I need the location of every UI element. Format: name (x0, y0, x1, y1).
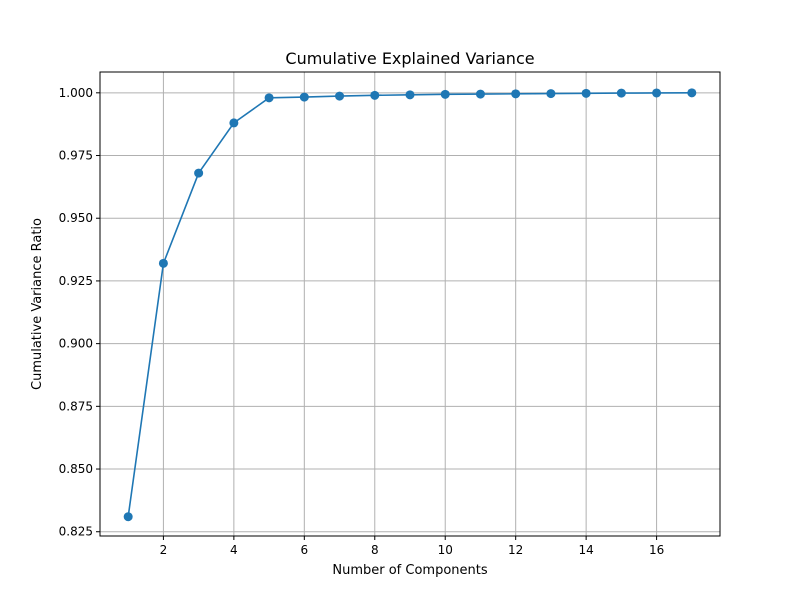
chart-title: Cumulative Explained Variance (285, 49, 534, 68)
data-point (546, 89, 556, 99)
data-point (581, 88, 591, 98)
y-tick-label: 0.875 (59, 399, 93, 413)
data-point (687, 88, 697, 98)
y-tick-label: 0.925 (59, 274, 93, 288)
x-tick-label: 8 (371, 543, 379, 557)
data-point (440, 89, 450, 99)
x-tick-label: 2 (160, 543, 168, 557)
series-layer (123, 88, 697, 522)
x-axis-ticks: 2 4 6 8 10 12 14 16 (160, 536, 664, 557)
data-point (652, 88, 662, 98)
x-tick-label: 4 (230, 543, 238, 557)
series-line (127, 92, 692, 517)
y-tick-label: 0.900 (59, 337, 93, 351)
y-tick-label: 1.000 (59, 86, 93, 100)
data-point (158, 258, 168, 268)
y-axis-label: Cumulative Variance Ratio (30, 218, 45, 390)
y-tick-label: 0.825 (59, 525, 93, 539)
data-point (264, 93, 274, 103)
x-axis-label: Number of Components (332, 563, 487, 578)
data-point (475, 89, 485, 99)
data-point (335, 91, 345, 101)
x-tick-label: 14 (578, 543, 593, 557)
data-point (405, 90, 415, 100)
x-tick-label: 10 (438, 543, 453, 557)
y-tick-label: 0.975 (59, 149, 93, 163)
data-point (511, 89, 521, 99)
y-tick-label: 0.950 (59, 211, 93, 225)
data-point (229, 118, 239, 128)
x-tick-label: 16 (649, 543, 664, 557)
y-axis-ticks: 0.825 0.850 0.875 0.900 0.925 0.950 0.975 1.000 (59, 86, 100, 539)
y-tick-label: 0.850 (59, 462, 93, 476)
data-point (616, 88, 626, 98)
data-point (123, 512, 133, 522)
x-tick-label: 12 (508, 543, 523, 557)
data-point (370, 90, 380, 100)
data-point (194, 168, 204, 178)
grid-lines (100, 72, 720, 536)
plot-area-frame (99, 71, 721, 537)
x-tick-label: 6 (300, 543, 308, 557)
data-point (299, 92, 309, 102)
